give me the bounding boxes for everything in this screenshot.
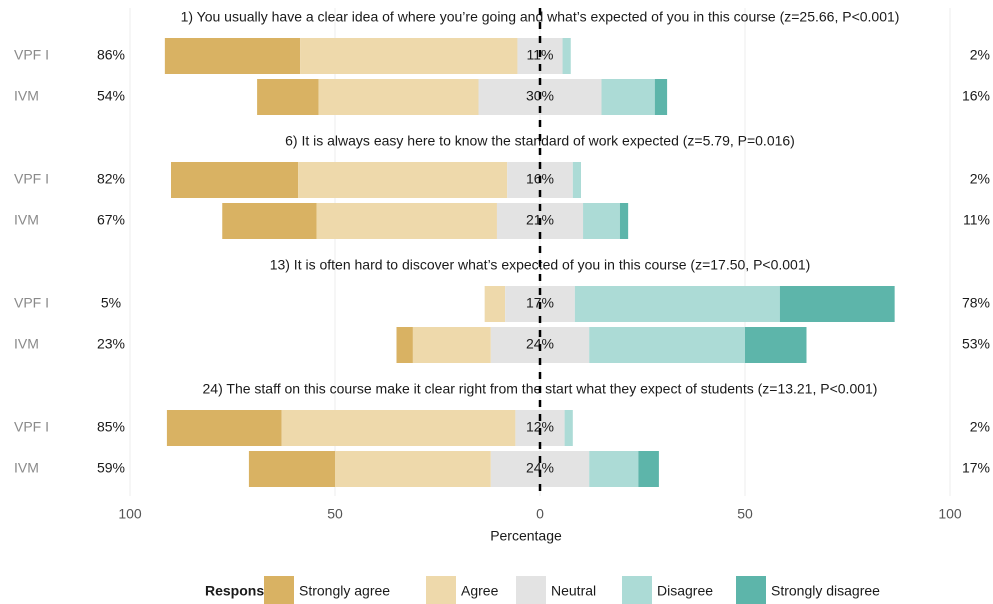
bar-segment <box>654 79 668 115</box>
bar-segment <box>298 162 508 198</box>
bar-segment <box>638 451 659 487</box>
agree-label: 59% <box>97 460 125 476</box>
group-label: VPF I <box>14 171 49 187</box>
x-tick-label: 50 <box>327 506 343 522</box>
bar-segment <box>574 286 780 322</box>
agree-label: 85% <box>97 419 125 435</box>
legend-swatch <box>622 576 652 604</box>
bar-segment <box>171 162 299 198</box>
bar-segment <box>318 79 479 115</box>
disagree-label: 17% <box>962 460 990 476</box>
legend-swatch <box>736 576 766 604</box>
agree-label: 23% <box>97 336 125 352</box>
bar-segment <box>300 38 518 74</box>
disagree-label: 11% <box>963 212 990 228</box>
bar-segment <box>779 286 895 322</box>
bar-segment <box>166 410 282 446</box>
disagree-label: 53% <box>962 336 990 352</box>
x-axis-label: Percentage <box>490 528 562 544</box>
bar-segment <box>601 79 655 115</box>
bar-segment <box>248 451 335 487</box>
bar-segment <box>745 327 807 363</box>
agree-label: 5% <box>101 295 121 311</box>
group-label: IVM <box>14 460 39 476</box>
neutral-label: 12% <box>526 419 554 435</box>
bar-segment <box>589 451 639 487</box>
bar-segment <box>164 38 301 74</box>
agree-label: 86% <box>97 47 125 63</box>
bar-segment <box>619 203 629 239</box>
neutral-label: 24% <box>526 460 554 476</box>
bar-segment <box>583 203 620 239</box>
legend-label: Neutral <box>551 583 596 599</box>
x-tick-label: 100 <box>118 506 142 522</box>
bar-segment <box>281 410 516 446</box>
x-tick-label: 0 <box>536 506 544 522</box>
disagree-label: 2% <box>970 47 990 63</box>
legend-label: Strongly agree <box>299 583 390 599</box>
group-label: VPF I <box>14 295 49 311</box>
bar-segment <box>562 38 571 74</box>
group-label: IVM <box>14 212 39 228</box>
x-tick-label: 100 <box>938 506 962 522</box>
bar-segment <box>316 203 497 239</box>
bar-segment <box>572 162 581 198</box>
agree-label: 54% <box>97 88 125 104</box>
legend-label: Strongly disagree <box>771 583 880 599</box>
legend-label: Disagree <box>657 583 713 599</box>
group-label: IVM <box>14 336 39 352</box>
agree-label: 67% <box>97 212 125 228</box>
legend-title: Response <box>205 583 272 599</box>
group-label: VPF I <box>14 47 49 63</box>
question-title: 1) You usually have a clear idea of wher… <box>181 9 900 25</box>
bar-segment <box>396 327 413 363</box>
group-label: IVM <box>14 88 39 104</box>
legend-swatch <box>516 576 546 604</box>
x-tick-label: 50 <box>737 506 753 522</box>
disagree-label: 78% <box>962 295 990 311</box>
agree-label: 82% <box>97 171 125 187</box>
bar-segment <box>335 451 491 487</box>
bar-segment <box>257 79 319 115</box>
disagree-label: 16% <box>962 88 990 104</box>
disagree-label: 2% <box>970 171 990 187</box>
bar-segment <box>589 327 745 363</box>
neutral-label: 24% <box>526 336 554 352</box>
group-label: VPF I <box>14 419 49 435</box>
bar-segment <box>222 203 317 239</box>
bar-segment <box>484 286 506 322</box>
bar-segment <box>412 327 491 363</box>
legend-swatch <box>426 576 456 604</box>
legend-swatch <box>264 576 294 604</box>
bar-segment <box>564 410 573 446</box>
legend-label: Agree <box>461 583 499 599</box>
disagree-label: 2% <box>970 419 990 435</box>
